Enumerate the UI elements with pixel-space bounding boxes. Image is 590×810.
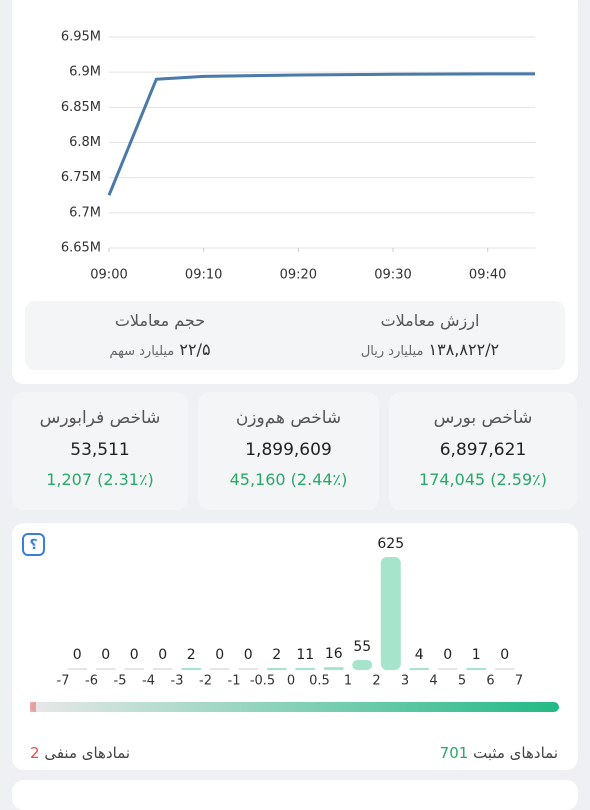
count-label: 11: [296, 647, 314, 663]
y-tick-label: 6.65M: [61, 241, 101, 256]
index-change: 1,207 (2.31٪): [46, 470, 154, 489]
y-tick-label: 6.7M: [69, 205, 101, 220]
unit: میلیارد سهم: [109, 344, 175, 359]
bin-edge-label: 0: [287, 674, 295, 689]
histogram-bar: [266, 668, 287, 670]
bin-edge-label: -2: [199, 674, 212, 689]
bin-edge-label: 6: [486, 674, 494, 689]
bin-edge-label: -0.5: [250, 674, 275, 689]
histogram-bar: [209, 668, 230, 670]
charts: ؟ 6.65M 6.7M 6.75M 6.8M 6.85M 6.9M 6.95M 09:00 0…: [22, 30, 559, 712]
page: ارزش معاملات ۱۳۸,۸۲۲/۲ میلیارد ریال حجم …: [12, 0, 578, 810]
bin-edge-label: -7: [57, 674, 70, 689]
stat-title: حجم معاملات: [114, 311, 206, 330]
count-label: 16: [325, 646, 343, 662]
histogram-bar: [494, 668, 515, 670]
histogram-bar: [380, 557, 401, 670]
count-label: 0: [215, 647, 224, 663]
bin-edge-label: 7: [515, 674, 523, 689]
index-title: شاخص بورس: [433, 408, 533, 428]
bin-edge-label: -4: [142, 674, 155, 689]
index-card[interactable]: شاخص بورس 6,897,621 174,045 (2.59٪): [389, 392, 577, 510]
histogram-bar: [152, 668, 173, 670]
index-value: 6,897,621: [439, 440, 527, 460]
breadth-card: [12, 523, 578, 770]
count: 2: [30, 744, 40, 762]
histogram-bar: [437, 668, 458, 670]
histogram-bar: [124, 668, 145, 670]
x-tick-label: 09:30: [374, 268, 411, 283]
index-change: 174,045 (2.59٪): [419, 470, 547, 489]
y-tick-label: 6.9M: [69, 65, 101, 80]
stat-value: ۲۲/۵ میلیارد سهم: [35, 340, 285, 359]
count-label: 2: [272, 647, 281, 663]
y-tick-label: 6.95M: [61, 30, 101, 45]
bin-edge-label: 2: [372, 674, 380, 689]
trade-stats: ارزش معاملات ۱۳۸,۸۲۲/۲ میلیارد ریال حجم …: [25, 301, 565, 370]
breadth-bar: [30, 702, 559, 712]
bin-edge-label: 0.5: [309, 674, 330, 689]
histogram-bar: [323, 667, 344, 670]
y-tick-label: 6.75M: [61, 170, 101, 185]
negative-tip: [30, 702, 36, 712]
histogram-bar: [352, 660, 373, 670]
histogram-bar: [409, 668, 430, 670]
index-value: 1,899,609: [245, 440, 332, 460]
trade-value: ارزش معاملات ۱۳۸,۸۲۲/۲ میلیارد ریال: [305, 311, 555, 359]
help-icon[interactable]: [22, 533, 45, 556]
count-label: 4: [415, 647, 424, 663]
value: ۱۳۸,۸۲۲/۲: [428, 340, 500, 359]
count-label: 0: [101, 647, 110, 663]
stat-title: ارزش معاملات: [380, 311, 480, 330]
index-title: شاخص هم‌وزن: [235, 408, 342, 428]
unit: میلیارد ریال: [360, 344, 424, 359]
histogram-bar: [466, 668, 487, 670]
bin-edge-label: -6: [85, 674, 98, 689]
count-label: 2: [187, 647, 196, 663]
count-label: 0: [443, 647, 452, 663]
histogram-bar: [238, 668, 259, 670]
trade-volume: حجم معاملات ۲۲/۵ میلیارد سهم: [35, 311, 285, 359]
y-tick-label: 6.85M: [61, 100, 101, 115]
index-value: 53,511: [70, 440, 130, 460]
label: نمادهای منفی: [44, 744, 131, 762]
line-series: [107, 72, 536, 196]
count-label: 0: [73, 647, 82, 663]
count-label: 625: [377, 536, 404, 552]
histogram-bar: [295, 668, 316, 670]
count-label: 1: [472, 647, 481, 663]
bin-edge-label: 3: [401, 674, 409, 689]
stat-value: ۱۳۸,۸۲۲/۲ میلیارد ریال: [305, 340, 555, 359]
bin-edge-label: 4: [429, 674, 437, 689]
x-tick-label: 09:40: [469, 268, 506, 283]
count-label: 55: [353, 639, 371, 655]
histogram-bar: [181, 668, 202, 670]
bin-edge-label: -3: [171, 674, 184, 689]
label: نمادهای مثبت: [473, 744, 558, 762]
index-card[interactable]: شاخص فرابورس 53,511 1,207 (2.31٪): [12, 392, 188, 510]
count-label: 0: [500, 647, 509, 663]
histogram-bar: [67, 668, 88, 670]
index-change: 45,160 (2.44٪): [229, 470, 348, 489]
count: 701: [439, 744, 469, 762]
value: ۲۲/۵: [179, 340, 211, 359]
bin-edge-label: -5: [114, 674, 127, 689]
x-tick-label: 09:00: [90, 268, 127, 283]
negative-count: نمادهای منفی 2: [30, 744, 130, 762]
index-title: شاخص فرابورس: [39, 408, 161, 428]
count-label: 0: [130, 647, 139, 663]
bin-edge-label: 5: [458, 674, 466, 689]
y-tick-label: 6.8M: [69, 135, 101, 150]
count-label: 0: [158, 647, 167, 663]
bin-edge-label: -1: [228, 674, 241, 689]
bin-edge-label: 1: [344, 674, 352, 689]
histogram-bar: [95, 668, 116, 670]
x-tick-label: 09:10: [185, 268, 222, 283]
x-tick-label: 09:20: [280, 268, 317, 283]
help-glyph: ؟: [29, 537, 37, 553]
index-card[interactable]: شاخص هم‌وزن 1,899,609 45,160 (2.44٪): [198, 392, 379, 510]
positive-count: نمادهای مثبت 701: [440, 744, 558, 762]
count-label: 0: [244, 647, 253, 663]
